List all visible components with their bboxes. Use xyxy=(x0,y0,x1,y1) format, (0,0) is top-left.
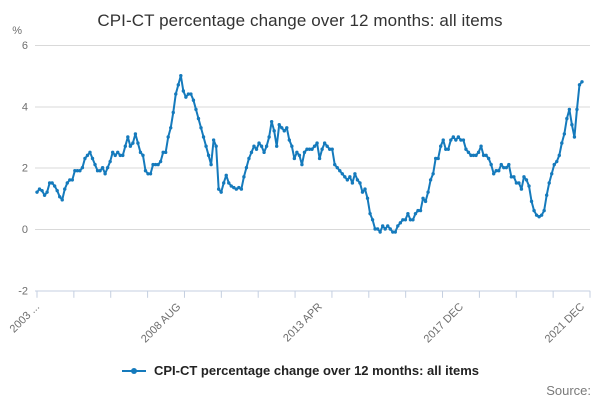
legend-label: CPI-CT percentage change over 12 months:… xyxy=(153,363,480,378)
x-axis-labels: 2003 ... 2008 AUG 2013 APR 2017 DEC 2021 DEC xyxy=(8,301,587,345)
x-axis-tick-label: 2013 APR xyxy=(281,301,325,345)
y-axis-labels: -2 0 2 4 6% xyxy=(12,25,28,297)
legend[interactable]: CPI-CT percentage change over 12 months:… xyxy=(0,363,600,378)
x-axis-tick-label: 2008 AUG xyxy=(139,301,183,345)
y-axis-tick-label: 4 xyxy=(22,101,28,113)
y-axis-tick-label: 6 xyxy=(22,40,28,52)
series-line xyxy=(36,74,583,234)
x-axis-tick-label: 2017 DEC xyxy=(422,301,466,345)
legend-line-marker-icon xyxy=(121,367,146,374)
x-axis xyxy=(35,290,591,298)
chart-title: CPI-CT percentage change over 12 months:… xyxy=(97,11,503,30)
x-axis-tick-label: 2021 DEC xyxy=(543,301,587,345)
series-cpi-ct[interactable] xyxy=(36,74,583,234)
y-axis-tick-label: 2 xyxy=(22,163,28,175)
x-axis-tick-label: 2003 ... xyxy=(8,301,42,335)
y-axis-unit-label: % xyxy=(12,25,22,37)
source-label: Source: xyxy=(546,383,591,398)
y-axis-tick-label: -2 xyxy=(18,285,28,297)
series-markers xyxy=(35,73,584,234)
y-axis-tick-label: 0 xyxy=(22,224,28,236)
